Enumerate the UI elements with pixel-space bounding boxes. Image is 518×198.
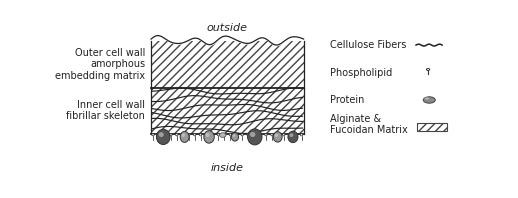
Ellipse shape: [424, 97, 429, 100]
Text: Phospholipid: Phospholipid: [329, 68, 392, 78]
Ellipse shape: [294, 134, 297, 136]
Ellipse shape: [265, 134, 267, 136]
Ellipse shape: [220, 133, 226, 137]
Ellipse shape: [152, 134, 154, 136]
Text: Inner cell wall
fibrillar skeleton: Inner cell wall fibrillar skeleton: [66, 100, 145, 121]
Ellipse shape: [176, 134, 178, 136]
Text: Outer cell wall
amorphous
embedding matrix: Outer cell wall amorphous embedding matr…: [55, 48, 145, 81]
Ellipse shape: [229, 134, 232, 136]
Text: inside: inside: [211, 163, 244, 173]
Ellipse shape: [275, 134, 278, 137]
Ellipse shape: [217, 134, 220, 136]
Ellipse shape: [253, 134, 255, 136]
Ellipse shape: [271, 134, 273, 136]
Ellipse shape: [158, 134, 160, 136]
Ellipse shape: [248, 129, 262, 145]
Ellipse shape: [211, 134, 214, 136]
Ellipse shape: [300, 134, 303, 136]
Text: Alginate &
Fucoidan Matrix: Alginate & Fucoidan Matrix: [329, 114, 408, 135]
Ellipse shape: [250, 132, 255, 137]
Ellipse shape: [233, 134, 235, 137]
Ellipse shape: [290, 133, 293, 137]
Bar: [151, 41, 304, 88]
Ellipse shape: [277, 134, 279, 136]
Bar: [417, 123, 448, 131]
Ellipse shape: [247, 134, 249, 136]
Ellipse shape: [235, 134, 237, 136]
Ellipse shape: [223, 134, 225, 136]
Ellipse shape: [423, 97, 435, 103]
Ellipse shape: [182, 134, 184, 136]
Ellipse shape: [232, 133, 239, 141]
Ellipse shape: [159, 132, 164, 137]
Ellipse shape: [199, 134, 202, 136]
Text: outside: outside: [207, 23, 248, 33]
Ellipse shape: [164, 134, 166, 136]
Ellipse shape: [241, 134, 243, 136]
Ellipse shape: [205, 134, 208, 136]
Text: Protein: Protein: [329, 95, 364, 105]
Text: Cellulose Fibers: Cellulose Fibers: [329, 40, 406, 50]
Ellipse shape: [288, 131, 298, 143]
Ellipse shape: [156, 129, 170, 145]
Bar: [151, 88, 304, 133]
Ellipse shape: [182, 133, 185, 137]
Ellipse shape: [170, 134, 172, 136]
Ellipse shape: [188, 134, 190, 136]
Ellipse shape: [180, 131, 189, 142]
Ellipse shape: [206, 133, 209, 137]
Ellipse shape: [193, 134, 196, 136]
Ellipse shape: [426, 69, 429, 70]
Ellipse shape: [289, 134, 291, 136]
Ellipse shape: [274, 132, 282, 142]
Ellipse shape: [283, 134, 285, 136]
Ellipse shape: [204, 131, 214, 143]
Ellipse shape: [259, 134, 261, 136]
